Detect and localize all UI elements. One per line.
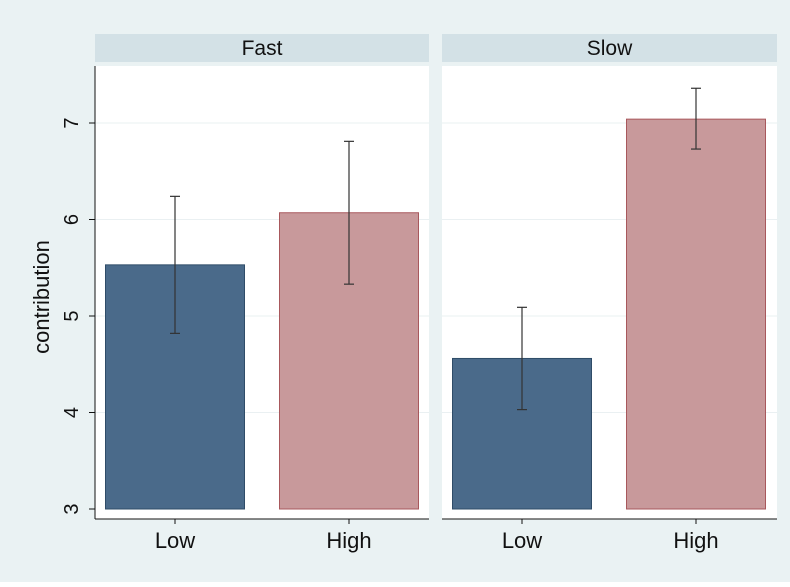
y-tick-label: 4 bbox=[61, 407, 83, 418]
x-tick-label: Low bbox=[502, 528, 542, 553]
x-tick-label: High bbox=[673, 528, 718, 553]
x-tick-label: High bbox=[326, 528, 371, 553]
y-tick-label: 6 bbox=[61, 214, 83, 225]
y-tick-label: 3 bbox=[61, 503, 83, 514]
panel-strip bbox=[442, 34, 777, 62]
panel-slow: Slow bbox=[442, 34, 777, 519]
panel-strip bbox=[95, 34, 429, 62]
panel-fast: Fast bbox=[95, 34, 429, 519]
panel-title: Fast bbox=[242, 37, 283, 60]
y-tick-label: 5 bbox=[61, 310, 83, 321]
x-tick-label: Low bbox=[155, 528, 195, 553]
panel-title: Slow bbox=[587, 37, 633, 60]
y-axis-label: contribution bbox=[29, 240, 54, 354]
bar-high bbox=[626, 118, 766, 510]
y-tick-label: 7 bbox=[61, 117, 83, 128]
